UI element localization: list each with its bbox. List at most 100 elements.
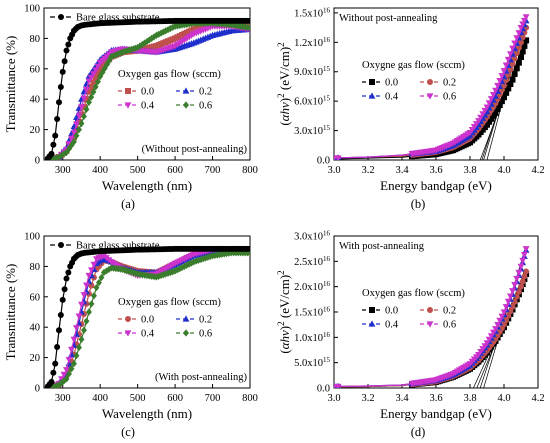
y-tick-exponent: 15 <box>323 65 331 73</box>
y-axis-title: Transmittance (%) <box>3 264 18 361</box>
legend-reference-label: Bare glass substrate <box>76 241 160 252</box>
reference-series-marker <box>54 116 60 122</box>
y-title-superscript: 2 <box>276 42 286 47</box>
panel-label: (d) <box>411 425 426 439</box>
legend-marker <box>125 316 131 322</box>
x-tick-label: 3.0 <box>327 165 340 176</box>
x-tick-label: 3.8 <box>463 165 476 176</box>
y-tick-label: 100 <box>24 4 40 15</box>
panel-label: (c) <box>121 425 135 439</box>
panel-annotation: With post-annealing <box>339 241 425 252</box>
series-0.6-marker <box>81 327 87 334</box>
legend-label: 0.0 <box>141 315 154 326</box>
y-tick-exponent: 16 <box>323 280 331 288</box>
legend-title: Oxygen gas flow (sccm) <box>118 69 221 80</box>
x-tick-label: 400 <box>92 393 108 404</box>
legend-label: 0.4 <box>385 92 399 103</box>
y-axis-title: (αhν)2 (eV/cm)2 <box>276 42 292 125</box>
x-axis-title: Energy bandgap (eV) <box>380 406 492 421</box>
x-tick-label: 3.6 <box>429 393 442 404</box>
x-tick-label: 3.0 <box>327 393 340 404</box>
series-0.6-marker <box>518 264 525 270</box>
reference-series-marker <box>62 286 68 292</box>
y-title-superscript: 2 <box>276 270 286 275</box>
x-tick-label: 4.0 <box>497 393 510 404</box>
reference-series-marker <box>65 41 71 47</box>
y-tick-exponent: 16 <box>323 331 331 339</box>
reference-series-marker <box>58 84 64 90</box>
legend-marker <box>125 88 131 94</box>
y-tick-label: 80 <box>30 262 41 273</box>
y-tick-exponent: 16 <box>323 306 331 314</box>
y-tick-mantissa: 0.0 <box>317 156 330 167</box>
legend-label: 0.0 <box>385 78 398 89</box>
data-layer <box>331 246 530 390</box>
x-tick-label: 600 <box>167 165 183 176</box>
y-tick-mantissa: 1.5x10 <box>294 308 323 319</box>
reference-series-marker <box>56 327 62 333</box>
x-tick-label: 3.6 <box>429 165 442 176</box>
series-0.4-marker <box>81 292 88 298</box>
y-tick-label: 1.5x1016 <box>294 6 330 19</box>
series-0.6-marker <box>88 300 94 307</box>
y-tick-exponent: 16 <box>323 230 331 238</box>
legend-reference-marker <box>58 14 64 20</box>
reference-series-marker <box>54 344 60 350</box>
legend-label: 0.0 <box>141 87 154 98</box>
y-tick-label: 60 <box>30 292 41 303</box>
panel-annotation: (Without post-annealing) <box>142 144 248 155</box>
series-0.4 <box>331 17 530 160</box>
y-tick-mantissa: 3.0x10 <box>294 232 323 243</box>
y-tick-mantissa: 3.0x10 <box>294 126 323 137</box>
x-tick-label: 800 <box>242 165 258 176</box>
y-tick-label: 6.0x1015 <box>294 95 330 108</box>
x-tick-label: 3.4 <box>395 165 409 176</box>
reference-series-marker <box>58 312 64 318</box>
x-tick-label: 3.2 <box>361 393 374 404</box>
series-0.0-marker <box>514 65 520 71</box>
legend-label: 0.6 <box>443 320 456 331</box>
legend-title: Oxygen gas flow (sccm) <box>118 297 221 308</box>
y-tick-exponent: 16 <box>323 255 331 263</box>
legend-marker <box>369 307 375 313</box>
legend-reference-label: Bare glass substrate <box>76 13 160 24</box>
reference-series-marker <box>48 151 54 157</box>
x-tick-label: 300 <box>55 165 71 176</box>
y-tick-exponent: 16 <box>323 6 331 14</box>
panel-label: (a) <box>121 197 135 211</box>
y-tick-label: 0.0 <box>317 384 330 395</box>
y-title-part: (eV/cm) <box>277 47 292 94</box>
panel-label: (b) <box>411 197 426 211</box>
legend: Oxygen gas flow (sccm)0.0 0.20.4 0.6 <box>362 288 465 331</box>
legend-label: 0.4 <box>385 320 399 331</box>
y-tick-mantissa: 1.2x10 <box>294 38 323 49</box>
y-tick-exponent: 16 <box>323 36 331 44</box>
y-tick-label: 0.0 <box>317 156 330 167</box>
legend-marker <box>183 101 189 108</box>
y-axis-title: Transmittance (%) <box>3 36 18 133</box>
legend-marker <box>427 79 433 85</box>
series-0.6 <box>331 246 530 390</box>
y-tick-label: 1.5x1016 <box>294 306 330 319</box>
legend-label: 0.2 <box>199 315 212 326</box>
chart-panel-1: 300 400 500 600 700 800 0 20 40 60 80 100 Wavelength… <box>3 4 258 212</box>
x-tick-label: 700 <box>205 165 221 176</box>
reference-series-marker <box>60 297 66 303</box>
legend: Oxygne gas flow (sccm)0.0 0.20.4 0.6 <box>362 60 465 103</box>
y-tick-mantissa: 1.5x10 <box>294 8 323 19</box>
series-0.6-line <box>334 249 526 387</box>
legend-marker <box>369 79 375 85</box>
y-tick-exponent: 15 <box>323 356 331 364</box>
y-tick-label: 2.0x1016 <box>294 280 330 293</box>
x-tick-label: 500 <box>130 165 146 176</box>
chart-panel-2: 3.0 3.2 3.4 3.6 3.8 4.0 4.20.03.0x10156.0x1015… <box>276 6 545 211</box>
y-axis-title: (αhν)2 (eV/cm)2 <box>276 270 292 353</box>
x-tick-label: 300 <box>55 393 71 404</box>
legend-label: 0.2 <box>443 78 456 89</box>
y-tick-mantissa: 9.0x10 <box>294 67 323 78</box>
y-tick-label: 80 <box>30 34 41 45</box>
y-tick-exponent: 15 <box>323 95 331 103</box>
y-tick-label: 20 <box>30 125 41 136</box>
legend-title: Oxygne gas flow (sccm) <box>362 60 465 71</box>
